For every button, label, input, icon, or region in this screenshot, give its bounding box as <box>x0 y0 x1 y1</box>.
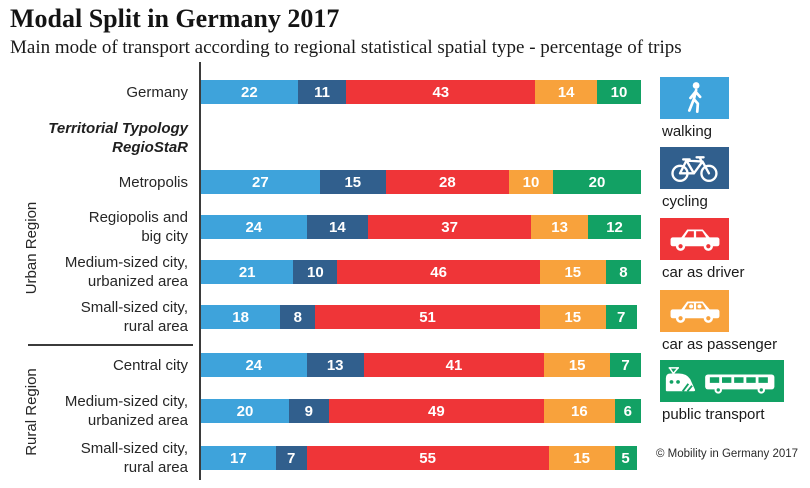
stacked-bar: 21 10 46 15 8 <box>201 260 641 284</box>
bar-segment-cycling: 15 <box>319 170 386 194</box>
bar-segment-car-as-passenger: 15 <box>548 446 615 470</box>
bar-segment-cycling: 7 <box>275 446 307 470</box>
bar-segment-car-as-passenger: 15 <box>544 353 611 377</box>
bar-segment-car-as-passenger: 16 <box>544 399 615 423</box>
bar-segment-public-transport: 8 <box>605 260 641 284</box>
bar-segment-public-transport: 20 <box>552 170 641 194</box>
bar-segment-cycling: 8 <box>280 305 316 329</box>
legend-label: car as passenger <box>662 336 778 353</box>
bicycle-icon <box>660 147 729 189</box>
bar-segment-public-transport: 5 <box>614 446 637 470</box>
bar-segment-walking: 27 <box>201 170 320 194</box>
stacked-bar: 27 15 28 10 20 <box>201 170 641 194</box>
train-bus-icon <box>660 360 784 402</box>
row-label: Small-sized city, rural area <box>80 440 188 476</box>
pedestrian-icon <box>660 77 729 119</box>
bar-segment-car-as-driver: 37 <box>368 215 531 239</box>
bar-segment-cycling: 13 <box>306 353 364 377</box>
bar-segment-cycling: 9 <box>289 399 329 423</box>
stacked-bar: 22 11 43 14 10 <box>201 80 641 104</box>
page-title: Modal Split in Germany 2017 <box>10 4 340 33</box>
legend-item: walking <box>660 77 729 140</box>
page-subtitle: Main mode of transport according to regi… <box>10 37 682 58</box>
bar-segment-car-as-driver: 46 <box>337 260 540 284</box>
bar-segment-walking: 17 <box>201 446 276 470</box>
y-axis-line <box>199 62 201 480</box>
bar-segment-public-transport: 12 <box>588 215 641 239</box>
bar-segment-public-transport: 7 <box>610 353 641 377</box>
stacked-bar: 18 8 51 15 7 <box>201 305 637 329</box>
legend-label: cycling <box>662 193 708 210</box>
car-passenger-icon <box>660 290 729 332</box>
legend-item: car as passenger <box>660 290 777 353</box>
row-label: Metropolis <box>118 173 188 191</box>
car-driver-icon <box>660 218 729 260</box>
bar-segment-cycling: 11 <box>297 80 347 104</box>
stacked-bar: 24 14 37 13 12 <box>201 215 641 239</box>
row-label: Medium-sized city, urbanized area <box>64 254 188 290</box>
bar-segment-car-as-driver: 55 <box>306 446 549 470</box>
bar-segment-car-as-driver: 28 <box>385 170 509 194</box>
legend-label: public transport <box>662 406 765 423</box>
row-label: Medium-sized city, urbanized area <box>64 393 188 429</box>
bar-segment-walking: 22 <box>201 80 298 104</box>
bar-segment-public-transport: 7 <box>605 305 637 329</box>
bar-segment-car-as-driver: 49 <box>328 399 545 423</box>
legend-item: public transport <box>660 360 784 423</box>
bar-segment-car-as-driver: 51 <box>315 305 540 329</box>
bar-segment-walking: 24 <box>201 353 307 377</box>
row-label: Germany <box>126 83 188 101</box>
bar-segment-walking: 21 <box>201 260 294 284</box>
typology-note-line2: RegioStaR <box>112 139 188 156</box>
legend-item: cycling <box>660 147 729 210</box>
urban-rural-divider <box>28 344 193 346</box>
bar-segment-walking: 20 <box>201 399 289 423</box>
bar-segment-car-as-passenger: 10 <box>508 170 553 194</box>
legend-label: walking <box>662 123 713 140</box>
legend-item: car as driver <box>660 218 745 281</box>
row-label: Regiopolis and big city <box>88 209 188 245</box>
bar-segment-walking: 18 <box>201 305 281 329</box>
bar-segment-car-as-passenger: 15 <box>539 260 606 284</box>
bar-segment-walking: 24 <box>201 215 307 239</box>
bar-segment-car-as-passenger: 15 <box>539 305 606 329</box>
bar-segment-public-transport: 10 <box>596 80 641 104</box>
group-label-urban-region: Urban Region <box>23 201 40 295</box>
bar-segment-public-transport: 6 <box>614 399 641 423</box>
bar-segment-car-as-passenger: 14 <box>535 80 597 104</box>
stacked-bar: 20 9 49 16 6 <box>201 399 641 423</box>
bar-segment-car-as-passenger: 13 <box>530 215 589 239</box>
typology-note: Territorial Typology RegioStaR <box>0 119 188 157</box>
bar-segment-cycling: 10 <box>293 260 338 284</box>
stacked-bar: 24 13 41 15 7 <box>201 353 641 377</box>
legend-label: car as driver <box>662 264 745 281</box>
typology-note-line1: Territorial Typology <box>48 120 188 137</box>
bar-segment-car-as-driver: 43 <box>346 80 536 104</box>
row-label: Central city <box>112 356 188 374</box>
stacked-bar: 17 7 55 15 5 <box>201 446 637 470</box>
bar-segment-cycling: 14 <box>306 215 369 239</box>
row-label: Small-sized city, rural area <box>80 299 188 335</box>
copyright-credit: © Mobility in Germany 2017 <box>656 448 799 460</box>
bar-segment-car-as-driver: 41 <box>363 353 545 377</box>
